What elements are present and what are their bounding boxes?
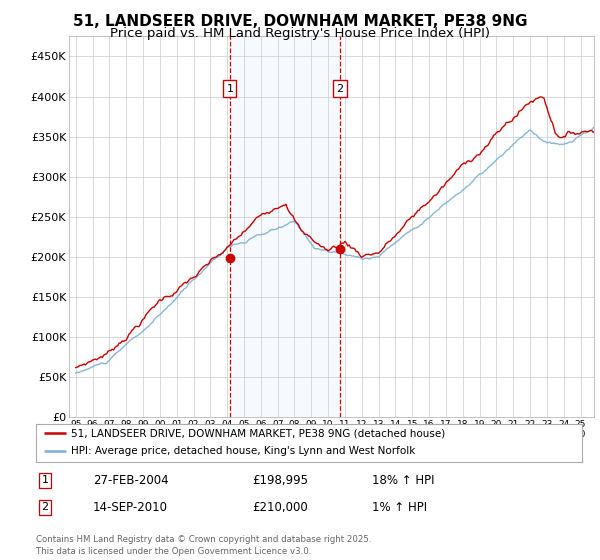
Text: Price paid vs. HM Land Registry's House Price Index (HPI): Price paid vs. HM Land Registry's House … <box>110 27 490 40</box>
Text: HPI: Average price, detached house, King's Lynn and West Norfolk: HPI: Average price, detached house, King… <box>71 446 416 456</box>
Text: 2: 2 <box>41 502 49 512</box>
Text: 14-SEP-2010: 14-SEP-2010 <box>93 501 168 514</box>
Text: £210,000: £210,000 <box>252 501 308 514</box>
Text: 51, LANDSEER DRIVE, DOWNHAM MARKET, PE38 9NG: 51, LANDSEER DRIVE, DOWNHAM MARKET, PE38… <box>73 14 527 29</box>
Text: 2: 2 <box>337 83 344 94</box>
Text: 1: 1 <box>226 83 233 94</box>
Text: 18% ↑ HPI: 18% ↑ HPI <box>372 474 434 487</box>
Text: 51, LANDSEER DRIVE, DOWNHAM MARKET, PE38 9NG (detached house): 51, LANDSEER DRIVE, DOWNHAM MARKET, PE38… <box>71 428 446 438</box>
Text: 1% ↑ HPI: 1% ↑ HPI <box>372 501 427 514</box>
Text: £198,995: £198,995 <box>252 474 308 487</box>
Text: 27-FEB-2004: 27-FEB-2004 <box>93 474 169 487</box>
Text: Contains HM Land Registry data © Crown copyright and database right 2025.
This d: Contains HM Land Registry data © Crown c… <box>36 535 371 556</box>
Bar <box>230 36 340 417</box>
Text: 1: 1 <box>41 475 49 486</box>
